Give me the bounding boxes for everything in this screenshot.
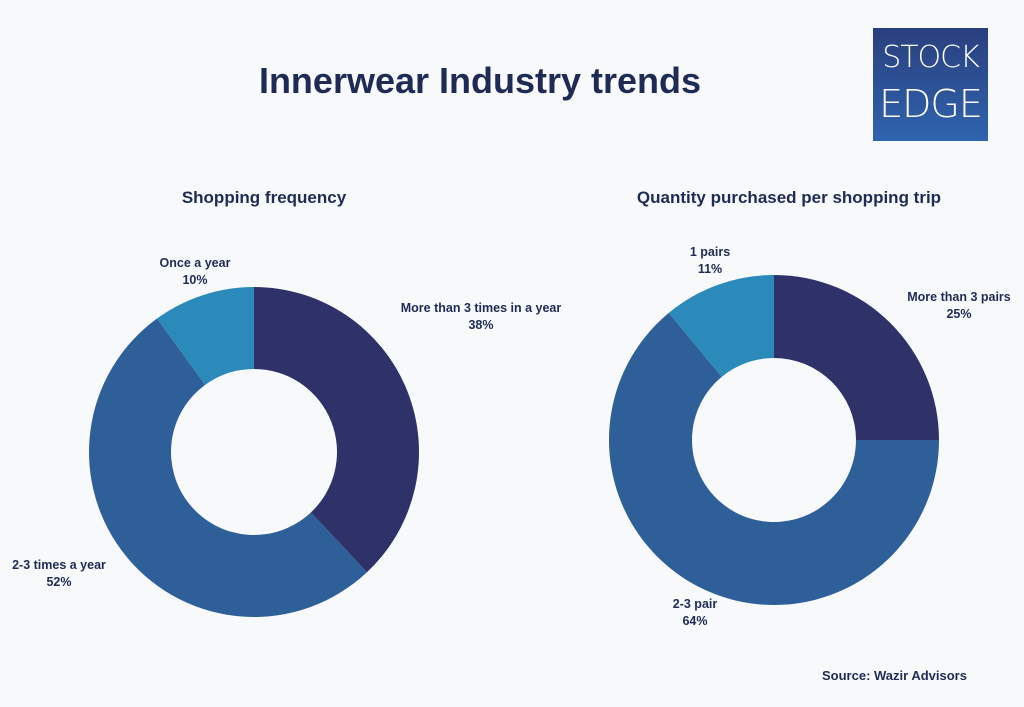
slice-label-name: 2-3 times a year xyxy=(12,558,106,572)
donut-slice-more-than-3-pairs xyxy=(774,275,939,440)
logo-line-1: STOCK xyxy=(882,40,980,75)
chart-2-title: Quantity purchased per shopping trip xyxy=(636,188,942,207)
slice-label-value: 25% xyxy=(946,307,972,321)
donut-slice-2-3-pair xyxy=(609,312,939,605)
donut-slice-1-pairs xyxy=(668,275,774,377)
slice-label-value: 11% xyxy=(697,262,723,276)
logo-line-2: EDGE xyxy=(879,82,983,126)
donut-slice-2-3-times-a-year xyxy=(89,318,367,617)
slice-label-name: More than 3 times in a year xyxy=(400,301,562,315)
slice-label-1-pairs: 1 pairs 11% xyxy=(670,244,750,278)
stockedge-logo: STOCK EDGE xyxy=(873,28,988,141)
slice-label-value: 38% xyxy=(468,318,494,332)
donut-chart-shopping-frequency xyxy=(89,287,419,617)
slice-label-name: More than 3 pairs xyxy=(907,290,1011,304)
slice-label-value: 52% xyxy=(46,575,72,589)
source-note: Source: Wazir Advisors xyxy=(822,668,967,683)
chart-1-title: Shopping frequency xyxy=(181,188,347,207)
slice-label-once-a-year: Once a year 10% xyxy=(145,255,245,289)
slice-label-name: 1 pairs xyxy=(689,245,731,259)
donut-chart-quantity-purchased xyxy=(609,275,939,605)
slice-label-more-than-3-pairs: More than 3 pairs 25% xyxy=(898,289,1020,323)
slice-label-2-3-times: 2-3 times a year 52% xyxy=(0,557,118,591)
slice-label-value: 10% xyxy=(182,273,208,287)
slice-label-2-3-pair: 2-3 pair 64% xyxy=(655,596,735,630)
donut-slice-once-a-year xyxy=(157,287,254,385)
page-title: Innerwear Industry trends xyxy=(258,60,702,101)
slice-label-value: 64% xyxy=(682,614,708,628)
slice-label-name: Once a year xyxy=(159,256,231,270)
donut-slice-more-than-3-times-in-a-year xyxy=(254,287,419,573)
slice-label-name: 2-3 pair xyxy=(672,597,718,611)
slice-label-more-than-3-times: More than 3 times in a year 38% xyxy=(396,300,566,334)
